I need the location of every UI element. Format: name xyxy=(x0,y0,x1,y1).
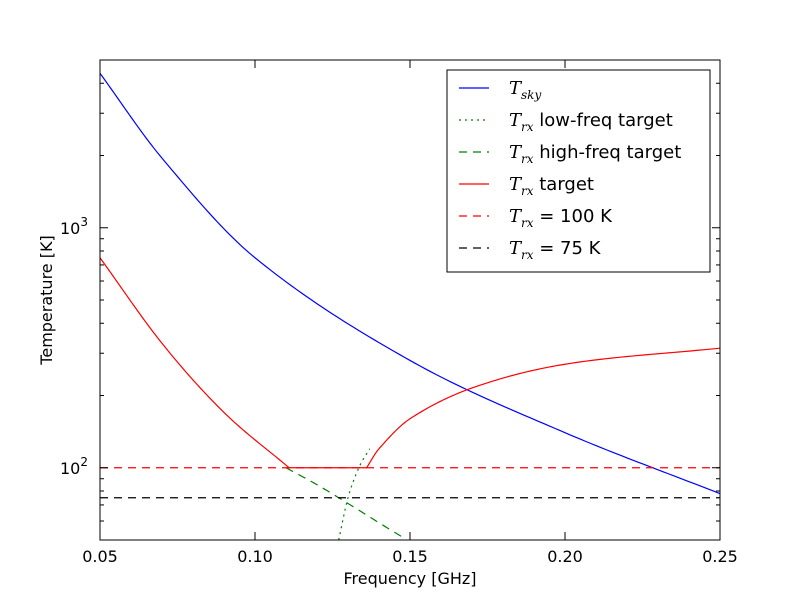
x-tick-label-4: 0.25 xyxy=(702,547,738,566)
legend-label-2: Trx high-freq target xyxy=(509,142,681,166)
series-line-0 xyxy=(99,72,721,495)
x-tick-label-1: 0.10 xyxy=(237,547,273,566)
legend-label-0: Tsky xyxy=(509,78,541,102)
legend-label-5: Trx = 75 K xyxy=(509,238,602,262)
series-line-2 xyxy=(285,467,405,539)
series-line-3 xyxy=(99,257,721,469)
x-tick-label-0: 0.05 xyxy=(82,547,118,566)
legend: Tsky Trx low-freq target Trx high-freq tar… xyxy=(446,69,711,273)
legend-box xyxy=(446,69,711,273)
series-layer xyxy=(99,72,721,541)
x-tick-label-2: 0.15 xyxy=(392,547,428,566)
legend-label-3: Trx target xyxy=(509,174,594,198)
series-line-1 xyxy=(338,448,371,541)
legend-label-1: Trx low-freq target xyxy=(509,110,673,134)
legend-label-4: Trx = 100 K xyxy=(509,206,613,230)
x-tick-label-3: 0.20 xyxy=(547,547,583,566)
y-axis-label: Temperature [K] xyxy=(37,235,56,365)
x-axis-label: Frequency [GHz] xyxy=(343,569,476,588)
